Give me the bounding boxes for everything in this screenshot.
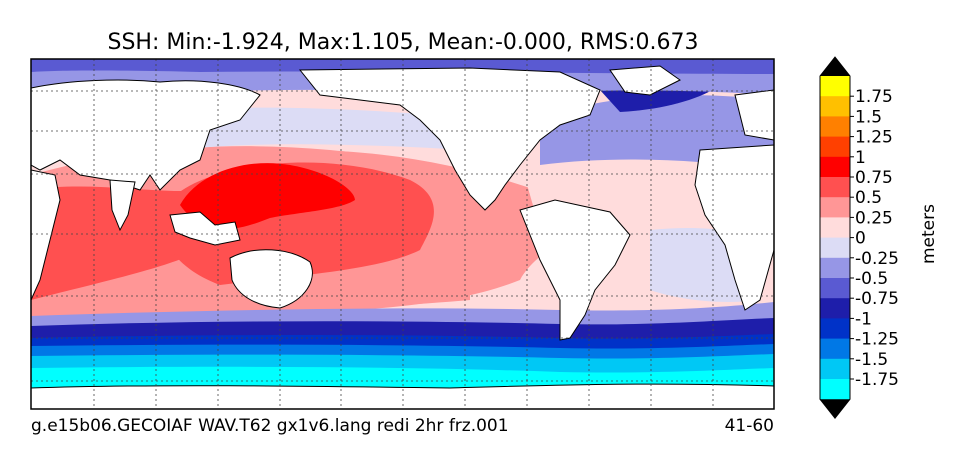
colorbar-tick-label: 0 — [855, 229, 866, 249]
colorbar-tick-label: 1 — [855, 148, 866, 168]
land-masses — [31, 65, 774, 409]
colorbar-swatch — [820, 136, 850, 158]
footer-run-name: g.e15b06.GECOIAF WAV.T62 gx1v6.lang redi… — [31, 416, 509, 436]
australia-land — [229, 249, 313, 309]
colorbar-swatch — [820, 358, 850, 380]
subpolar-north-pacific-region — [180, 107, 470, 150]
colorbar-over-extension — [820, 57, 850, 76]
colorbar-swatch — [820, 96, 850, 117]
colorbar-swatch — [820, 338, 850, 360]
africa-east-land — [31, 169, 61, 301]
colorbar-swatch — [820, 177, 850, 198]
colorbar-unit-label: meters — [919, 204, 939, 264]
colorbar-under-extension — [820, 399, 850, 419]
colorbar-swatch — [820, 156, 850, 178]
colorbar-swatch — [820, 298, 850, 319]
south-america-land — [519, 199, 631, 341]
map-gridlines — [31, 59, 774, 409]
colorbar-swatch — [820, 76, 850, 97]
maritime-continent-land — [169, 211, 241, 246]
colorbar-tick-label: -0.75 — [855, 289, 899, 309]
colorbar-swatch — [820, 379, 850, 400]
greenland-land — [609, 65, 681, 96]
colorbar: 1.751.51.2510.750.50.250-0.25-0.5-0.75-1… — [819, 56, 899, 420]
chart-title: SSH: Min:-1.924, Max:1.105, Mean:-0.000,… — [108, 30, 699, 55]
colorbar-tick-label: -0.5 — [855, 269, 888, 289]
map-plot-area — [31, 59, 774, 409]
india-land — [109, 179, 136, 232]
arctic-deep-region — [31, 59, 774, 74]
north-america-land — [298, 67, 601, 211]
colorbar-tick-label: 1.25 — [855, 128, 893, 148]
colorbar-swatch — [820, 237, 850, 259]
colorbar-swatch — [820, 197, 850, 218]
colorbar-tick-label: -1 — [855, 309, 872, 329]
colorbar-swatch — [820, 257, 850, 279]
colorbar-tick-label: -0.25 — [855, 249, 899, 269]
antarctica-land — [31, 383, 774, 409]
eurasia-land — [31, 79, 261, 191]
colorbar-tick-label: -1.75 — [855, 370, 899, 390]
colorbar-swatch — [820, 116, 850, 138]
colorbar-swatch — [820, 278, 850, 299]
footer-year-range: 41-60 — [725, 416, 774, 436]
colorbar-tick-label: 0.75 — [855, 168, 893, 188]
colorbar-tick-label: 0.25 — [855, 208, 893, 228]
europe-land — [734, 89, 774, 141]
colorbar-tick-label: -1.25 — [855, 330, 899, 350]
colorbar-swatch — [820, 318, 850, 340]
north-pacific-high-region — [180, 163, 355, 230]
map-frame — [30, 58, 775, 410]
colorbar-swatch — [820, 217, 850, 239]
colorbar-tick-label: -1.5 — [855, 350, 888, 370]
africa-west-land — [694, 144, 774, 311]
colorbar-tick-label: 1.5 — [855, 107, 882, 127]
colorbar-outline — [819, 56, 851, 420]
colorbar-tick-label: 1.75 — [855, 87, 893, 107]
colorbar-tick-label: 0.5 — [855, 188, 882, 208]
